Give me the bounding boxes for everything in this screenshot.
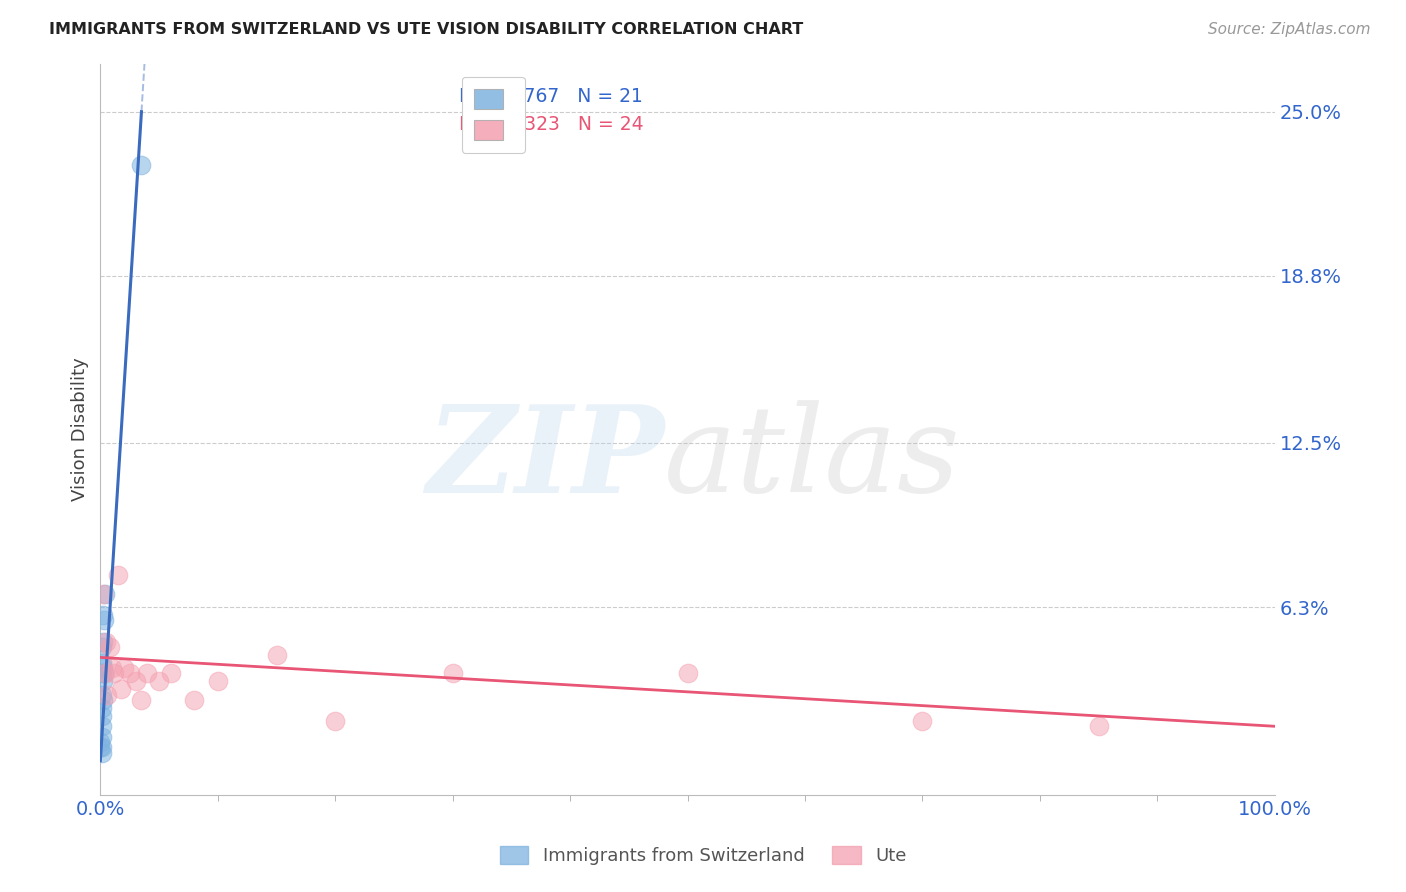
Text: Source: ZipAtlas.com: Source: ZipAtlas.com	[1208, 22, 1371, 37]
Y-axis label: Vision Disability: Vision Disability	[72, 358, 89, 501]
Point	[90, 700, 112, 714]
Point	[131, 693, 153, 707]
Legend: , : ,	[461, 77, 524, 153]
Point	[98, 640, 121, 654]
Point	[91, 634, 114, 648]
Point	[94, 587, 117, 601]
Point	[94, 666, 117, 681]
Point	[91, 587, 114, 601]
Text: R = -0.323   N = 24: R = -0.323 N = 24	[458, 114, 643, 134]
Point	[90, 708, 112, 723]
Point	[90, 688, 112, 702]
Point	[90, 640, 112, 654]
Point	[107, 568, 129, 582]
Point	[124, 674, 146, 689]
Legend: Immigrants from Switzerland, Ute: Immigrants from Switzerland, Ute	[492, 839, 914, 872]
Point	[91, 661, 114, 675]
Point	[90, 656, 112, 670]
Point	[90, 730, 112, 744]
Point	[112, 661, 135, 675]
Point	[93, 613, 115, 627]
Text: atlas: atlas	[664, 401, 960, 517]
Point	[266, 648, 288, 662]
Text: ZIP: ZIP	[426, 400, 664, 518]
Point	[96, 688, 118, 702]
Text: IMMIGRANTS FROM SWITZERLAND VS UTE VISION DISABILITY CORRELATION CHART: IMMIGRANTS FROM SWITZERLAND VS UTE VISIO…	[49, 22, 803, 37]
Point	[183, 693, 205, 707]
Point	[91, 674, 114, 689]
Point	[90, 719, 112, 733]
Point	[110, 682, 132, 697]
Point	[91, 607, 114, 622]
Text: R =  0.767   N = 21: R = 0.767 N = 21	[458, 87, 643, 106]
Point	[1087, 719, 1109, 733]
Point	[118, 666, 141, 681]
Point	[103, 666, 125, 681]
Point	[911, 714, 934, 728]
Point	[89, 740, 111, 755]
Point	[90, 746, 112, 760]
Point	[91, 693, 114, 707]
Point	[96, 634, 118, 648]
Point	[148, 674, 170, 689]
Point	[101, 661, 124, 675]
Point	[207, 674, 229, 689]
Point	[90, 740, 112, 755]
Point	[89, 735, 111, 749]
Point	[441, 666, 464, 681]
Point	[131, 158, 153, 172]
Point	[159, 666, 181, 681]
Point	[676, 666, 699, 681]
Point	[323, 714, 346, 728]
Point	[90, 666, 112, 681]
Point	[93, 666, 115, 681]
Point	[136, 666, 159, 681]
